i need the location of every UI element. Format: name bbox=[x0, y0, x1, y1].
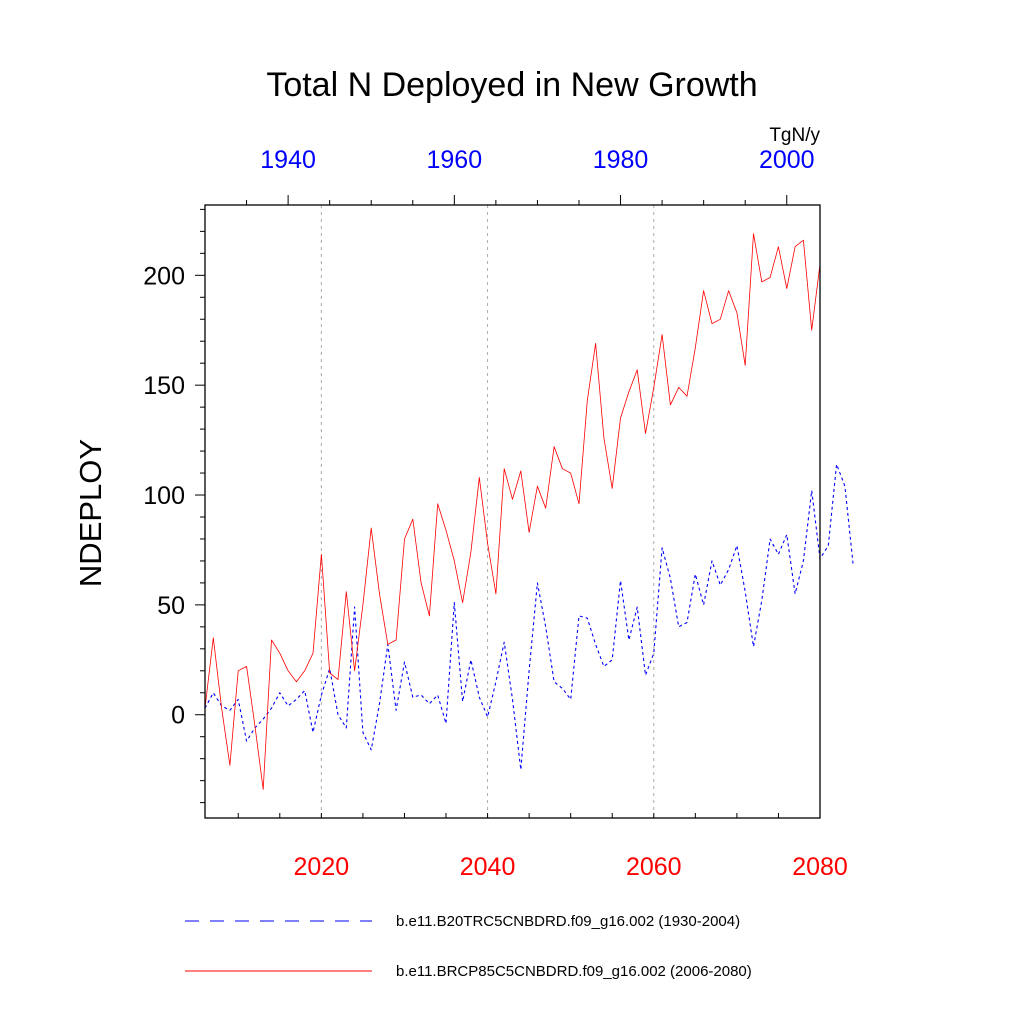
y-tick-label: 0 bbox=[171, 702, 185, 730]
x-top-tick-label: 1960 bbox=[427, 146, 483, 174]
units-label: TgN/y bbox=[769, 125, 820, 146]
y-tick-label: 150 bbox=[143, 372, 185, 400]
x-top-tick-label: 2000 bbox=[759, 146, 815, 174]
y-axis-label: NDEPLOY bbox=[73, 439, 108, 587]
legend-item: b.e11.BRCP85C5CNBDRD.f09_g16.002 (2006-2… bbox=[185, 963, 752, 980]
x-axis-top: 1940 1960 1980 2000 bbox=[246, 146, 815, 205]
y-axis: 0 50 100 150 200 bbox=[143, 208, 205, 804]
legend: b.e11.B20TRC5CNBDRD.f09_g16.002 (1930-20… bbox=[185, 913, 752, 980]
y-tick-label: 200 bbox=[143, 262, 185, 290]
x-top-tick-label: 1940 bbox=[260, 146, 316, 174]
legend-label: b.e11.BRCP85C5CNBDRD.f09_g16.002 (2006-2… bbox=[396, 963, 752, 980]
x-top-tick-label: 1980 bbox=[593, 146, 649, 174]
plot-series bbox=[204, 233, 854, 790]
x-bottom-tick-label: 2040 bbox=[460, 853, 516, 881]
legend-label: b.e11.B20TRC5CNBDRD.f09_g16.002 (1930-20… bbox=[396, 913, 740, 930]
series-line-rcp85 bbox=[204, 233, 821, 790]
gridlines bbox=[320, 205, 821, 818]
chart-title: Total N Deployed in New Growth bbox=[266, 66, 757, 104]
x-bottom-tick-label: 2060 bbox=[626, 853, 682, 881]
y-tick-label: 100 bbox=[143, 482, 185, 510]
plot-frame bbox=[204, 204, 821, 819]
x-axis-bottom: 2020 2040 2060 2080 bbox=[237, 813, 848, 881]
series-line-historical bbox=[204, 463, 854, 771]
y-tick-label: 50 bbox=[157, 592, 185, 620]
x-bottom-tick-label: 2080 bbox=[792, 853, 848, 881]
x-bottom-tick-label: 2020 bbox=[294, 853, 350, 881]
legend-item: b.e11.B20TRC5CNBDRD.f09_g16.002 (1930-20… bbox=[185, 913, 740, 930]
